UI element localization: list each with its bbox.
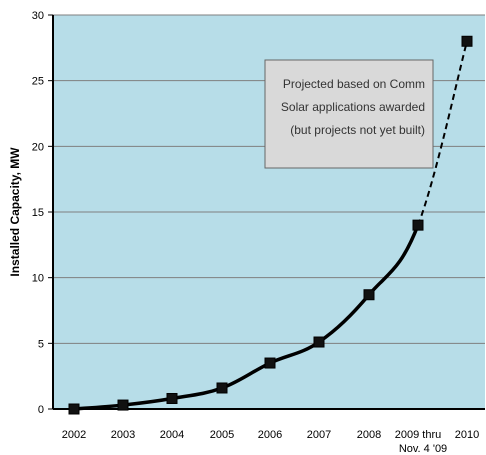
x-tick-label: 2008 — [357, 429, 381, 441]
data-point — [412, 219, 424, 231]
data-point — [166, 392, 178, 404]
series-segment — [417, 41, 468, 226]
annotation-line: (but projects not yet built) — [290, 123, 425, 137]
x-tick-label: 2010 — [455, 429, 479, 441]
annotation-line: Solar applications awarded — [281, 100, 425, 114]
x-tick-label: 2009 thru — [395, 429, 441, 441]
y-tick-label: 15 — [32, 207, 44, 219]
y-tick-labels: 0 5 10 15 20 25 30 — [32, 10, 44, 416]
annotation-rect — [264, 59, 434, 169]
x-tick-labels: 2002 2003 2004 2005 2006 2007 2008 2009 thru Nov… — [62, 429, 479, 455]
y-tick-label: 20 — [32, 141, 44, 153]
y-tick-label: 0 — [38, 404, 44, 416]
data-point — [117, 399, 129, 411]
series-markers — [68, 35, 473, 415]
y-tick-label: 10 — [32, 273, 44, 285]
x-tick-label: 2003 — [111, 429, 135, 441]
data-point — [68, 403, 80, 415]
data-point — [264, 357, 276, 369]
y-axis-title: Installed Capacity, MW — [8, 147, 22, 277]
x-tick-label: 2005 — [210, 429, 234, 441]
y-tick-label: 25 — [32, 76, 44, 88]
annotation-box: Projected based on Comm Solar applicatio… — [264, 59, 434, 169]
data-point — [461, 35, 473, 47]
series-segment — [367, 224, 420, 296]
y-tick-label: 30 — [32, 10, 44, 22]
y-tick-label: 5 — [38, 338, 44, 350]
annotation-line: Projected based on Comm — [283, 77, 425, 91]
x-tick-label: 2007 — [307, 429, 331, 441]
data-point — [216, 382, 228, 394]
x-tick-label: 2002 — [62, 429, 86, 441]
x-tick-label: 2006 — [258, 429, 282, 441]
data-point — [313, 336, 325, 348]
x-tick-label: Nov. 4 '09 — [399, 443, 447, 455]
x-tick-label: 2004 — [160, 429, 184, 441]
data-point — [363, 289, 375, 301]
